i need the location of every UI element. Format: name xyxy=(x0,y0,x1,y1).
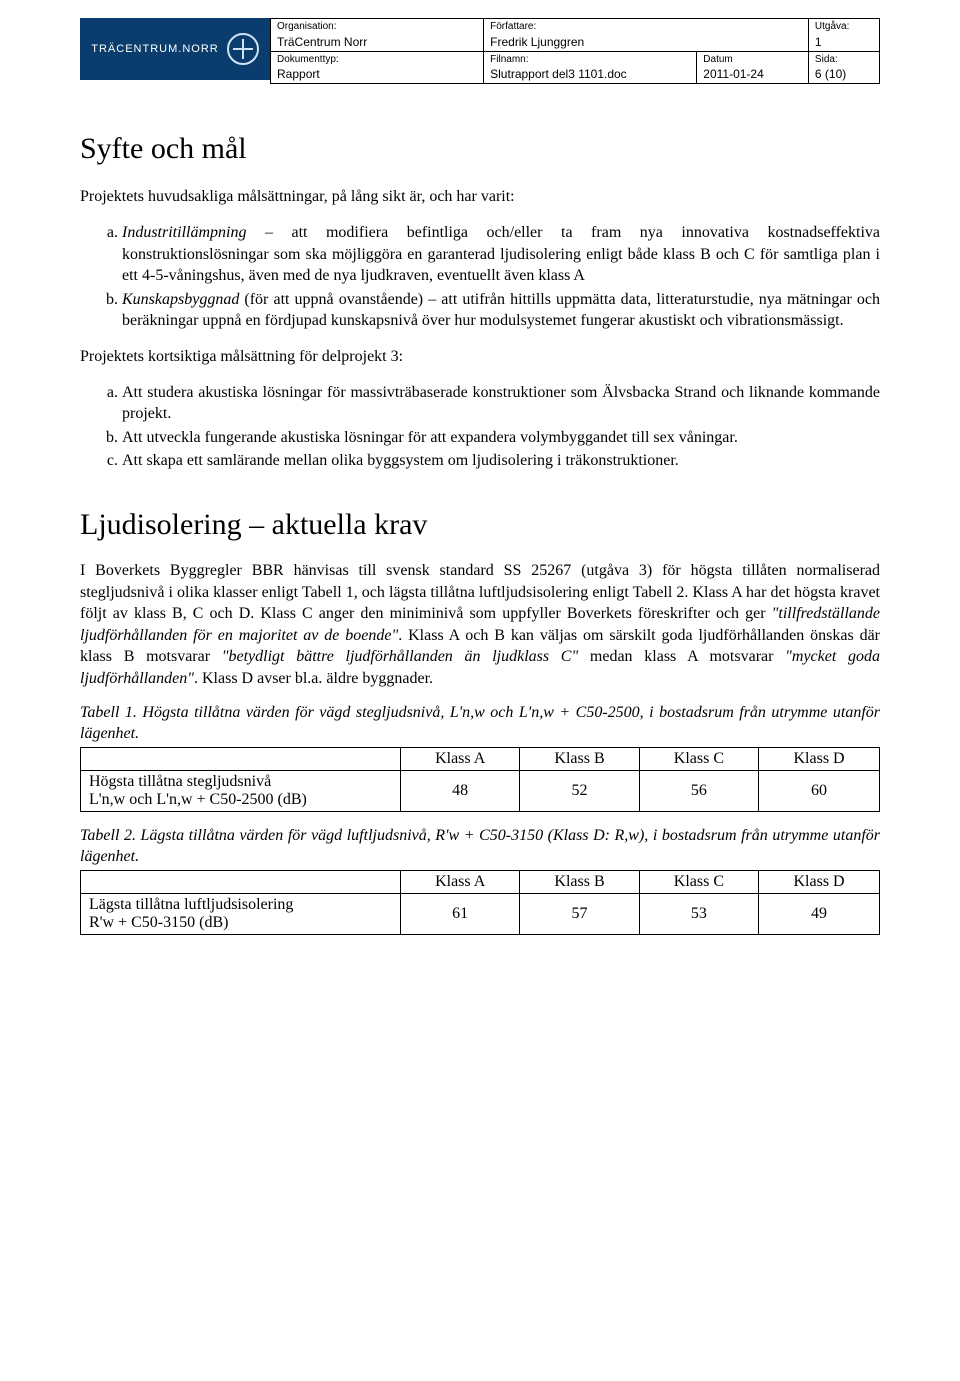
para-quote: "betydligt bättre ljudförhållanden än lj… xyxy=(222,648,578,665)
list-item-lead: Industritillämpning xyxy=(122,224,246,241)
meta-label-utgava: Utgåva: xyxy=(815,20,873,34)
meta-value-organisation: TräCentrum Norr xyxy=(277,34,477,50)
list-item: Att studera akustiska lösningar för mass… xyxy=(122,382,880,425)
meta-label-forfattare: Författare: xyxy=(490,20,802,34)
row-label-line2: R'w + C50-3150 (dB) xyxy=(89,914,228,931)
table-column-header: Klass A xyxy=(401,748,520,771)
meta-value-dokumenttyp: Rapport xyxy=(277,66,477,82)
table-column-header: Klass D xyxy=(759,870,880,893)
table-empty-header xyxy=(81,870,401,893)
meta-value-utgava: 1 xyxy=(815,34,873,50)
logo-text: TRÄCENTRUM.NORR xyxy=(91,43,218,55)
table-row-label: Lägsta tillåtna luftljudsisolering R'w +… xyxy=(81,893,401,934)
logo: TRÄCENTRUM.NORR xyxy=(80,18,270,80)
table-cell: 61 xyxy=(401,893,520,934)
table-column-header: Klass D xyxy=(759,748,880,771)
table-cell: 52 xyxy=(520,771,639,812)
table-cell: 60 xyxy=(759,771,880,812)
meta-value-forfattare: Fredrik Ljunggren xyxy=(490,34,802,50)
list-item: Att utveckla fungerande akustiska lösnin… xyxy=(122,427,880,449)
table-column-header: Klass B xyxy=(520,748,639,771)
table2: Klass A Klass B Klass C Klass D Lägsta t… xyxy=(80,870,880,935)
meta-value-sida: 6 (10) xyxy=(815,66,873,82)
page: TRÄCENTRUM.NORR Organisation: TräCentrum… xyxy=(0,0,960,975)
document-header: TRÄCENTRUM.NORR Organisation: TräCentrum… xyxy=(80,18,880,84)
meta-label-organisation: Organisation: xyxy=(277,20,477,34)
section1-list-short: Att studera akustiska lösningar för mass… xyxy=(80,382,880,472)
para-text: I Boverkets Byggregler BBR hänvisas till… xyxy=(80,562,880,622)
list-item: Att skapa ett samlärande mellan olika by… xyxy=(122,450,880,472)
table-cell: 49 xyxy=(759,893,880,934)
section2-title: Ljudisolering – aktuella krav xyxy=(80,508,880,542)
table-column-header: Klass C xyxy=(639,870,758,893)
table1: Klass A Klass B Klass C Klass D Högsta t… xyxy=(80,747,880,812)
table-cell: 53 xyxy=(639,893,758,934)
meta-value-filnamn: Slutrapport del3 1101.doc xyxy=(490,66,690,82)
list-item: Industritillämpning – att modifiera befi… xyxy=(122,222,880,287)
section1-title: Syfte och mål xyxy=(80,132,880,166)
table1-caption: Tabell 1. Högsta tillåtna värden för väg… xyxy=(80,703,880,745)
row-label-line1: Lägsta tillåtna luftljudsisolering xyxy=(89,896,293,913)
table-cell: 57 xyxy=(520,893,639,934)
table-row-label: Högsta tillåtna stegljudsnivå L'n,w och … xyxy=(81,771,401,812)
meta-label-datum: Datum xyxy=(703,53,802,67)
section1-list-long: Industritillämpning – att modifiera befi… xyxy=(80,222,880,332)
section1-intro: Projektets huvudsakliga målsättningar, p… xyxy=(80,186,880,208)
table-column-header: Klass A xyxy=(401,870,520,893)
list-item: Kunskapsbyggnad (för att uppnå ovanståen… xyxy=(122,289,880,332)
para-text: . Klass D avser bl.a. äldre byggnader. xyxy=(194,670,433,687)
section1-short-intro: Projektets kortsiktiga målsättning för d… xyxy=(80,346,880,368)
table-empty-header xyxy=(81,748,401,771)
table-cell: 48 xyxy=(401,771,520,812)
meta-label-filnamn: Filnamn: xyxy=(490,53,690,67)
meta-table: Organisation: TräCentrum Norr Författare… xyxy=(270,18,880,84)
row-label-line2: L'n,w och L'n,w + C50-2500 (dB) xyxy=(89,791,307,808)
table-column-header: Klass B xyxy=(520,870,639,893)
table2-caption: Tabell 2. Lägsta tillåtna värden för väg… xyxy=(80,826,880,868)
table-column-header: Klass C xyxy=(639,748,758,771)
compass-icon xyxy=(227,33,259,65)
para-text: medan klass A motsvarar xyxy=(578,648,785,665)
list-item-lead: Kunskapsbyggnad xyxy=(122,291,239,308)
section2-paragraph: I Boverkets Byggregler BBR hänvisas till… xyxy=(80,560,880,690)
meta-label-dokumenttyp: Dokumenttyp: xyxy=(277,53,477,67)
table-cell: 56 xyxy=(639,771,758,812)
meta-label-sida: Sida: xyxy=(815,53,873,67)
row-label-line1: Högsta tillåtna stegljudsnivå xyxy=(89,773,271,790)
meta-value-datum: 2011-01-24 xyxy=(703,66,802,82)
